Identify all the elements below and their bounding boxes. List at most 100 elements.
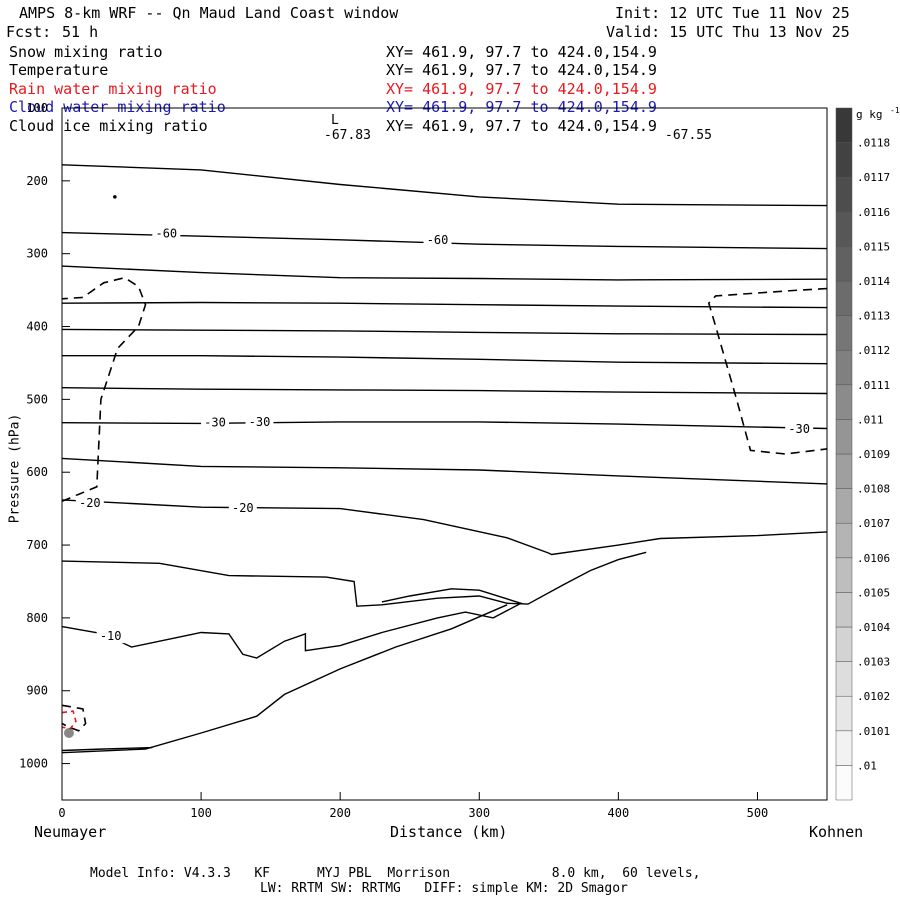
y-tick-label: 600 xyxy=(26,465,48,479)
isotherm-line xyxy=(61,387,828,395)
colorbar-swatch xyxy=(835,246,853,282)
rain-contours xyxy=(61,710,77,738)
field-name-rain: Rain water mixing ratio xyxy=(9,80,217,98)
colorbar-swatch xyxy=(835,557,853,593)
y-axis-title: Pressure (hPa) xyxy=(7,413,23,524)
colorbar-level-label: .0116 xyxy=(857,206,890,219)
isotherm-line xyxy=(61,551,647,607)
x-axis-title: Distance (km) xyxy=(390,823,508,841)
colorbar-level-label: .0101 xyxy=(857,725,890,738)
isotherm-line xyxy=(61,499,828,556)
isotherm-label: -30 xyxy=(788,422,810,436)
colorbar-level-label: .0108 xyxy=(857,483,890,496)
field-xy-cloud-water: XY= 461.9, 97.7 to 424.0,154.9 xyxy=(386,98,657,116)
x-tick-label: 200 xyxy=(329,806,351,820)
field-name-temperature: Temperature xyxy=(9,61,109,79)
colorbar-swatch xyxy=(835,176,853,213)
forecast-hours: 51 h xyxy=(62,23,99,41)
colorbar-level-label: .0113 xyxy=(857,310,890,323)
isotherm-label: -20 xyxy=(232,501,254,515)
isotherm-line xyxy=(61,164,828,207)
colorbar-level-label: .0109 xyxy=(857,448,890,461)
colorbar-level-label: .0107 xyxy=(857,517,890,530)
colorbar-swatch xyxy=(835,142,853,178)
valid-time: Valid: 15 UTC Thu 13 Nov 25 xyxy=(606,23,850,41)
axes: 0 100 200 300 400 500 100 200 300 400 500 600 700 800… xyxy=(19,101,768,820)
y-tick-label: 500 xyxy=(26,392,48,406)
chart-title: AMPS 8-km WRF -- Qn Maud Land Coast wind… xyxy=(19,4,399,22)
isotherm-line xyxy=(61,588,523,659)
colorbar-level-label: .011 xyxy=(857,413,884,426)
colorbar-swatch xyxy=(835,211,853,247)
colorbar-swatch xyxy=(835,592,853,628)
isotherm-line xyxy=(61,746,153,752)
field-name-cloud-water: Cloud water mixing ratio xyxy=(9,98,226,116)
isotherm-label: -30 xyxy=(249,415,271,429)
forecast-label: Fcst: xyxy=(6,23,52,41)
x-tick-label: 300 xyxy=(468,806,490,820)
field-xy-temperature: XY= 461.9, 97.7 to 424.0,154.9 xyxy=(386,61,657,79)
x-end-location: Kohnen xyxy=(809,823,864,841)
colorbar-swatch xyxy=(835,730,853,766)
colorbar-level-label: .0104 xyxy=(857,621,890,634)
colorbar-swatch xyxy=(835,419,853,455)
rain-contour xyxy=(61,710,77,730)
model-info-line2: LW: RRTM SW: RRTMG DIFF: simple KM: 2D S… xyxy=(260,881,628,896)
x-tick-label: 500 xyxy=(747,806,769,820)
y-tick-label: 900 xyxy=(26,684,48,698)
isotherm-label: -30 xyxy=(204,416,226,430)
colorbar-level-label: .0117 xyxy=(857,171,890,184)
rain-core xyxy=(63,727,74,738)
colorbar: .01 .0101 .0102 .0103 .0104 .0105 .0106 .0107 .0… xyxy=(835,106,900,801)
colorbar-unit-exponent: -1 xyxy=(890,106,900,115)
contour-label-bg xyxy=(96,629,125,644)
y-tick-label: 300 xyxy=(26,247,48,261)
colorbar-swatch xyxy=(835,384,853,420)
field-xy-rain: XY= 461.9, 97.7 to 424.0,154.9 xyxy=(386,80,657,98)
isotherm-line xyxy=(61,301,828,309)
isotherm-line xyxy=(61,421,828,430)
contour-label-bg xyxy=(75,495,104,510)
temperature-isotherms xyxy=(61,164,828,754)
isotherm-label: -60 xyxy=(155,226,177,240)
y-tick-label: 200 xyxy=(26,174,48,188)
colorbar-level-label: .0105 xyxy=(857,586,890,599)
colorbar-swatch xyxy=(835,661,853,697)
snow-contours xyxy=(61,276,828,732)
contour-label-bg xyxy=(423,232,452,247)
contour-label-bg xyxy=(152,226,181,241)
colorbar-swatch xyxy=(835,695,853,732)
isotherm-line xyxy=(61,328,828,336)
x-tick-label: 100 xyxy=(190,806,212,820)
x-tick-label: 0 xyxy=(58,806,65,820)
isotherm-line xyxy=(61,604,508,754)
contour-labels: -60 -60 -30 -30 -30 -20 -20 -10 xyxy=(75,226,814,644)
snow-contour xyxy=(61,276,147,503)
snow-contour xyxy=(61,704,87,732)
init-time: Init: 12 UTC Tue 11 Nov 25 xyxy=(615,4,850,22)
field-name-cloud-ice: Cloud ice mixing ratio xyxy=(9,117,208,135)
cloud-ice-dot xyxy=(113,195,117,199)
colorbar-level-label: .0114 xyxy=(857,275,890,288)
x-start-location: Neumayer xyxy=(34,823,107,841)
colorbar-level-label: .0118 xyxy=(857,137,890,150)
cloud-ice-points xyxy=(113,195,117,199)
colorbar-unit: g kg xyxy=(856,108,883,121)
model-info-line1: Model Info: V4.3.3 KF MYJ PBL Morrison 8… xyxy=(90,866,701,881)
y-tick-label: 400 xyxy=(26,320,48,334)
colorbar-level-label: .0102 xyxy=(857,690,890,703)
isotherm-label: -60 xyxy=(427,233,449,247)
y-tick-label: 800 xyxy=(26,611,48,625)
colorbar-swatch xyxy=(835,765,853,801)
colorbar-swatch xyxy=(835,453,853,489)
colorbar-swatch xyxy=(835,626,853,662)
contour-label-bg xyxy=(785,422,814,437)
colorbar-level-label: .0115 xyxy=(857,240,890,253)
colorbar-swatch xyxy=(835,315,853,351)
contour-label-bg xyxy=(201,415,229,430)
colorbar-level-label: .0112 xyxy=(857,344,890,357)
plot-frame xyxy=(61,107,828,801)
isotherm-label: -10 xyxy=(100,629,122,643)
minimum-right-value: -67.55 xyxy=(665,128,712,143)
